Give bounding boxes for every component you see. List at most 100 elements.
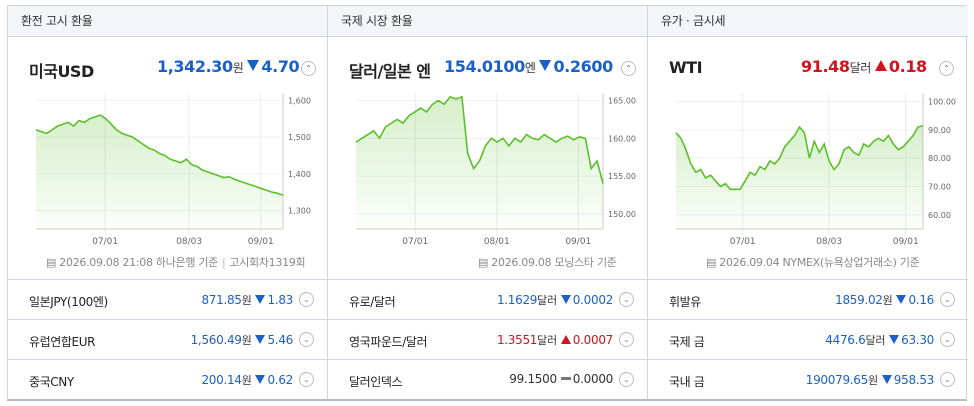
change: 0.0007 xyxy=(572,333,614,347)
source-info: ▤ 2026.09.08 모닝스타 기준 xyxy=(478,254,617,270)
x-tick-label: 08/03 xyxy=(816,237,842,247)
change: 0.62 xyxy=(267,373,293,387)
main-price: 91.48달러 0.18 xyxy=(801,57,927,76)
row-value: 200.14원 0.62 xyxy=(201,372,293,388)
source-info: ▤ 2026.09.04 NYMEX(뉴욕상업거래소) 기준 xyxy=(706,254,920,270)
expand-toggle-icon[interactable]: ⌄ xyxy=(619,332,634,347)
column-international: 국제 시장 환율 달러/일본 엔 154.0100엔 0.2600 ⌃ 07/01… xyxy=(328,6,648,400)
table-row[interactable]: 유럽연합EUR 1,560.49원 5.46 ⌄ xyxy=(8,320,327,360)
chart: 07/01 08/03 09/01 100.00 90.00 80.00 70.00 60.0… xyxy=(675,93,956,247)
row-name: 휘발유 xyxy=(669,295,701,309)
rows: 일본JPY(100엔) 871.85원 1.83 ⌄ 유럽연합EUR 1,560.49원… xyxy=(8,280,327,400)
change: 63.30 xyxy=(901,333,934,347)
expand-toggle-icon[interactable]: ⌄ xyxy=(940,372,955,387)
collapse-toggle-icon[interactable]: ⌃ xyxy=(939,61,954,76)
separator: | xyxy=(222,256,226,269)
row-name: 영국파운드/달러 xyxy=(349,335,428,349)
row-value: 4476.6달러 63.30 xyxy=(825,332,934,348)
main-name[interactable]: 미국USD xyxy=(29,62,94,81)
value: 4476.6 xyxy=(825,333,866,347)
price-change: 0.2600 xyxy=(553,57,613,76)
row-value: 1.1629달러 0.0002 xyxy=(497,292,613,308)
row-name: 일본JPY(100엔) xyxy=(29,295,108,309)
source-text: 2026.09.08 21:08 하나은행 기준 xyxy=(59,256,218,269)
value: 99.1500 xyxy=(509,372,557,386)
change: 0.0000 xyxy=(572,372,614,386)
x-tick-label: 08/03 xyxy=(176,237,202,247)
y-tick-label: 165.00 xyxy=(608,97,636,106)
row-name: 국제 금 xyxy=(669,335,705,349)
row-name: 유럽연합EUR xyxy=(29,335,96,349)
change: 0.0002 xyxy=(572,293,614,307)
expand-toggle-icon[interactable]: ⌄ xyxy=(619,292,634,307)
down-arrow-icon xyxy=(889,335,900,344)
main-price: 1,342.30원 4.70 xyxy=(157,57,300,76)
row-value: 871.85원 1.83 xyxy=(201,292,293,308)
series-area xyxy=(356,96,603,229)
source-round: 고시회차1319회 xyxy=(229,256,306,269)
unit: 달러 xyxy=(865,334,886,347)
chart: 07/01 08/01 09/01 165.00 160.00 155.00 150.00 xyxy=(355,93,636,247)
column-header[interactable]: 국제 시장 환율 xyxy=(328,6,647,37)
change: 5.46 xyxy=(267,333,293,347)
expand-toggle-icon[interactable]: ⌄ xyxy=(299,332,314,347)
expand-toggle-icon[interactable]: ⌄ xyxy=(299,292,314,307)
down-arrow-icon xyxy=(896,295,907,304)
doc-icon: ▤ xyxy=(478,256,489,269)
table-row[interactable]: 국제 금 4476.6달러 63.30 ⌄ xyxy=(648,320,968,360)
row-value: 1859.02원 0.16 xyxy=(835,292,934,308)
y-tick-label: 1,300 xyxy=(288,207,311,216)
table-row[interactable]: 휘발유 1859.02원 0.16 ⌄ xyxy=(648,280,968,320)
unit: 달러 xyxy=(537,294,557,307)
unit: 달러 xyxy=(537,334,557,347)
down-arrow-icon xyxy=(255,375,266,384)
down-arrow-icon xyxy=(247,60,260,71)
expand-toggle-icon[interactable]: ⌄ xyxy=(299,372,314,387)
row-name: 달러인덱스 xyxy=(349,375,403,389)
source-info: ▤ 2026.09.08 21:08 하나은행 기준 | 고시회차1319회 xyxy=(46,254,306,270)
price-unit: 원 xyxy=(232,61,244,75)
y-tick-label: 60.00 xyxy=(928,211,951,220)
price-change: 4.70 xyxy=(261,57,300,76)
series-area xyxy=(36,115,283,229)
table-row[interactable]: 달러인덱스 99.1500 0.0000 ⌄ xyxy=(328,360,647,400)
expand-toggle-icon[interactable]: ⌄ xyxy=(940,332,955,347)
value: 200.14 xyxy=(201,373,242,387)
price-unit: 달러 xyxy=(849,61,872,75)
column-header[interactable]: 환전 고시 환율 xyxy=(8,6,327,37)
expand-toggle-icon[interactable]: ⌄ xyxy=(619,372,634,387)
price-change: 0.18 xyxy=(888,57,927,76)
change: 0.16 xyxy=(908,293,934,307)
up-arrow-icon xyxy=(874,60,887,71)
chart: 07/01 08/03 09/01 1,600 1,500 1,400 1,300 xyxy=(35,93,311,247)
collapse-toggle-icon[interactable]: ⌃ xyxy=(301,61,316,76)
price-value: 1,342.30 xyxy=(157,57,233,76)
table-row[interactable]: 유로/달러 1.1629달러 0.0002 ⌄ xyxy=(328,280,647,320)
down-arrow-icon xyxy=(560,295,571,304)
price-unit: 엔 xyxy=(524,61,536,75)
series-line xyxy=(355,95,604,184)
table-row[interactable]: 영국파운드/달러 1.3551달러 0.0007 ⌄ xyxy=(328,320,647,360)
down-arrow-icon xyxy=(255,295,266,304)
main-name[interactable]: WTI xyxy=(669,58,703,77)
column-header[interactable]: 유가 · 금시세 xyxy=(648,6,968,37)
table-row[interactable]: 중국CNY 200.14원 0.62 ⌄ xyxy=(8,360,327,400)
down-arrow-icon xyxy=(255,335,266,344)
main-name[interactable]: 달러/일본 엔 xyxy=(349,62,431,81)
x-tick-label: 09/01 xyxy=(893,237,919,247)
market-widget: 환전 고시 환율 미국USD 1,342.30원 4.70 ⌃ 07/01 08/0… xyxy=(7,5,968,401)
value: 1859.02 xyxy=(835,293,883,307)
series-line xyxy=(35,114,284,196)
expand-toggle-icon[interactable]: ⌄ xyxy=(940,292,955,307)
rows: 휘발유 1859.02원 0.16 ⌄ 국제 금 4476.6달러 63.30 ⌄ 국내 금… xyxy=(648,280,968,400)
main-price: 154.0100엔 0.2600 xyxy=(444,57,613,76)
y-tick-label: 150.00 xyxy=(608,210,636,219)
up-arrow-icon xyxy=(560,335,571,344)
table-row[interactable]: 일본JPY(100엔) 871.85원 1.83 ⌄ xyxy=(8,280,327,320)
x-tick-label: 07/01 xyxy=(402,237,428,247)
collapse-toggle-icon[interactable]: ⌃ xyxy=(621,61,636,76)
table-row[interactable]: 국내 금 190079.65원 958.53 ⌄ xyxy=(648,360,968,400)
y-tick-label: 80.00 xyxy=(928,154,951,163)
column-oil-gold: 유가 · 금시세 WTI 91.48달러 0.18 ⌃ 07/01 08/03 09/… xyxy=(648,6,968,400)
x-tick-label: 07/01 xyxy=(730,237,756,247)
